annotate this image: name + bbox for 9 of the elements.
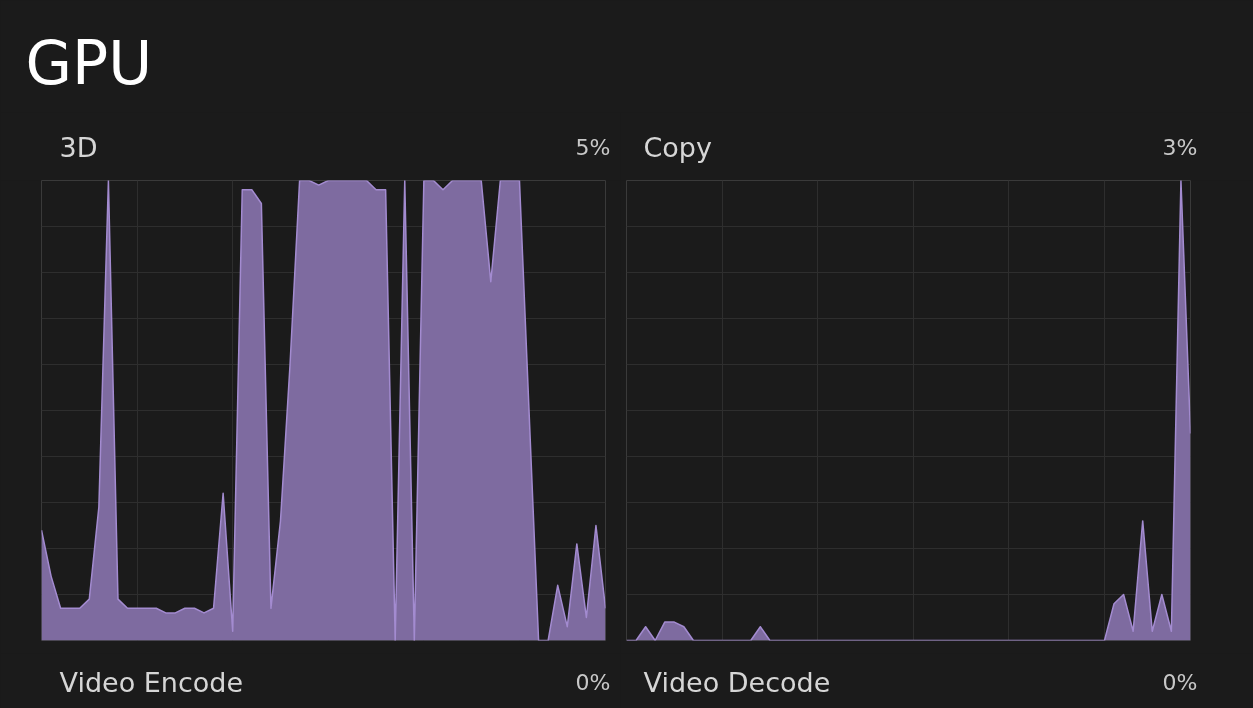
chart-title: 3D (59, 132, 98, 163)
chart-title: Copy (643, 132, 713, 163)
text: 0% (575, 670, 611, 695)
text: 0% (1162, 670, 1198, 695)
chart-subtitle: 5% (575, 135, 611, 160)
text: GPU (25, 27, 153, 98)
text: Video Decode (643, 667, 831, 698)
chart-subtitle: 3% (1162, 135, 1198, 160)
text: Video Encode (59, 667, 244, 698)
